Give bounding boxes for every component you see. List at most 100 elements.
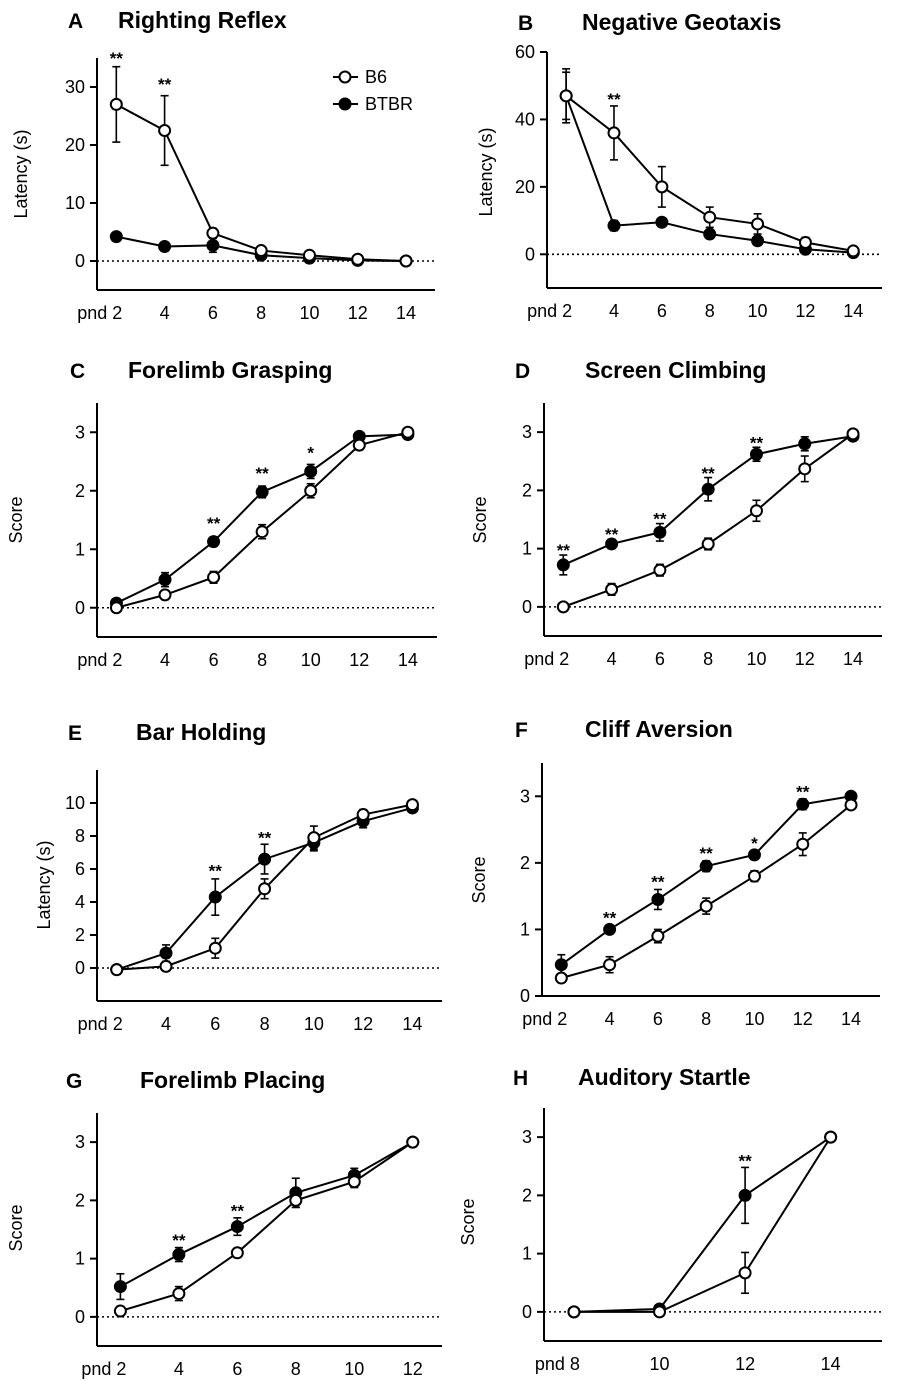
significance-marker: **: [209, 862, 223, 881]
data-point: [796, 797, 810, 811]
data-point: [255, 525, 269, 539]
data-point: [302, 248, 316, 262]
panel-letter: E: [68, 722, 82, 745]
data-point: [844, 798, 858, 812]
y-tick-label: 3: [522, 422, 532, 442]
data-point: [113, 1280, 127, 1294]
panel-letter: A: [68, 10, 83, 33]
y-tick-label: 10: [65, 793, 85, 813]
data-point: [749, 504, 763, 518]
x-tick-label: 8: [703, 649, 713, 669]
significance-marker: **: [700, 844, 714, 863]
panel-title: Bar Holding: [136, 719, 266, 745]
data-point: [307, 831, 321, 845]
data-point: [254, 244, 268, 258]
y-tick-label: 2: [75, 925, 85, 945]
data-point: [747, 869, 761, 883]
data-point: [206, 226, 220, 240]
significance-marker: **: [207, 514, 221, 533]
legend: B6 BTBR: [333, 67, 413, 114]
x-tick-label: pnd 2: [524, 649, 569, 669]
series-btbr-line: [560, 795, 852, 966]
data-point: [208, 941, 222, 955]
data-point: [607, 126, 621, 140]
data-point: [846, 427, 860, 441]
y-tick-label: 0: [525, 244, 535, 264]
data-point: [289, 1193, 303, 1207]
panel-letter: C: [70, 360, 85, 383]
data-point: [751, 217, 765, 231]
data-point: [158, 240, 172, 253]
y-axis-label: Score: [6, 496, 26, 543]
y-axis-label: Latency (s): [476, 127, 496, 216]
data-point: [653, 525, 667, 539]
x-tick-label: pnd 2: [527, 301, 572, 321]
y-tick-label: 40: [515, 109, 535, 129]
significance-marker: **: [651, 872, 665, 891]
data-point: [603, 958, 617, 972]
data-point: [651, 929, 665, 943]
y-tick-label: 1: [522, 539, 532, 559]
x-tick-label: 10: [301, 650, 321, 670]
y-tick-label: 60: [515, 42, 535, 62]
panel-e: E Bar Holding Latency (s) 0 2 4 6 8 10 pnd 2 4 6 8 10…: [34, 719, 442, 1034]
data-point: [109, 230, 123, 244]
data-point: [798, 235, 812, 249]
series-btbr: [113, 1135, 420, 1301]
y-tick-label: 1: [75, 1249, 85, 1269]
data-point: [653, 1305, 667, 1319]
significance-marker: **: [256, 464, 270, 483]
data-point: [258, 852, 272, 866]
significance-marker: **: [607, 90, 621, 109]
x-tick-label: pnd 8: [535, 1354, 580, 1374]
data-point: [258, 882, 272, 896]
data-point: [159, 946, 173, 960]
x-tick-label: 14: [843, 649, 863, 669]
x-tick-label: 6: [653, 1009, 663, 1029]
legend-marker-btbr: [338, 97, 352, 111]
x-tick-label: 10: [304, 1014, 324, 1034]
significance-marker: **: [557, 541, 571, 560]
panel-letter: G: [66, 1070, 82, 1093]
data-point: [605, 537, 619, 551]
data-point: [701, 537, 715, 551]
data-point: [406, 1135, 420, 1149]
y-tick-label: 10: [65, 193, 85, 213]
data-point: [559, 89, 573, 103]
y-axis-label: Score: [6, 1204, 26, 1251]
data-point: [172, 1287, 186, 1301]
data-point: [846, 244, 860, 258]
y-tick-label: 3: [75, 1132, 85, 1152]
series-b6-line: [561, 804, 852, 979]
data-point: [556, 558, 570, 572]
data-point: [603, 922, 617, 936]
x-tick-label: 8: [705, 301, 715, 321]
significance-marker: **: [702, 464, 716, 483]
y-tick-label: 4: [75, 892, 85, 912]
data-point: [109, 97, 123, 111]
data-point: [399, 254, 413, 268]
x-tick-label: pnd 2: [78, 1014, 123, 1034]
y-tick-label: 0: [522, 1302, 532, 1322]
data-point: [159, 959, 173, 973]
panel-letter: B: [518, 12, 533, 35]
data-point: [113, 1304, 127, 1318]
series-b6: [556, 427, 860, 614]
x-tick-label: 12: [795, 301, 815, 321]
y-tick-label: 1: [520, 919, 530, 939]
panel-title: Auditory Startle: [578, 1064, 751, 1090]
data-point: [230, 1220, 244, 1234]
panel-b: B Negative Geotaxis Latency (s) 0 20 40 60 pnd …: [476, 9, 882, 321]
x-tick-label: 10: [748, 301, 768, 321]
data-point: [158, 124, 172, 137]
data-point: [796, 837, 810, 851]
significance-marker: **: [231, 1201, 245, 1220]
data-point: [304, 464, 318, 478]
data-point: [405, 798, 419, 812]
y-tick-label: 3: [520, 786, 530, 806]
y-tick-label: 2: [522, 1185, 532, 1205]
x-tick-label: 4: [160, 650, 170, 670]
